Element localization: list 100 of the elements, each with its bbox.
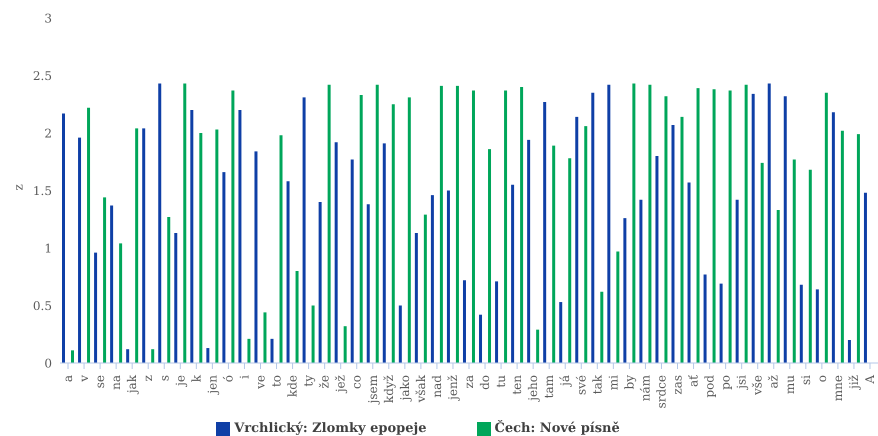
bar (190, 110, 194, 363)
y-tick-label: 2 (44, 126, 52, 140)
bar (744, 84, 748, 363)
bar (864, 192, 867, 363)
bar (430, 195, 434, 363)
x-tick-label: když (382, 375, 396, 404)
bar (704, 274, 707, 363)
bar (62, 113, 65, 363)
bar (318, 202, 322, 363)
bar (552, 146, 556, 363)
bar (280, 135, 283, 363)
bar (440, 86, 443, 363)
x-tick-label: nám (638, 374, 652, 402)
bar (392, 104, 395, 363)
bar (784, 96, 787, 363)
bar (142, 128, 146, 363)
bar (472, 90, 475, 363)
bar (832, 112, 835, 363)
x-tick-label: ať (686, 374, 701, 387)
y-tick-label: 0.5 (32, 298, 52, 313)
x-tick-label: po (718, 375, 733, 390)
bar (414, 233, 418, 363)
bar (688, 182, 691, 363)
bar (344, 326, 347, 363)
x-tick-label: já (558, 375, 572, 388)
bar (664, 96, 668, 363)
x-tick-label: se (93, 375, 108, 388)
bar (263, 312, 266, 363)
x-tick-label: ty (302, 374, 316, 387)
bar (632, 84, 636, 363)
bar (296, 271, 299, 363)
bar (302, 97, 306, 363)
bar (527, 140, 530, 363)
bar (536, 330, 540, 363)
bar (151, 349, 154, 363)
bar (446, 190, 450, 363)
bar (199, 133, 202, 363)
bar (398, 306, 402, 363)
x-tick-label: své (574, 375, 588, 396)
bar (591, 92, 594, 363)
x-tick-label: to (270, 375, 284, 388)
bar (94, 252, 98, 363)
x-tick-label: pod (702, 374, 717, 398)
bar (760, 162, 764, 363)
bar (231, 90, 234, 363)
y-tick-label: 1.5 (32, 184, 52, 198)
bar (366, 204, 370, 363)
bar (559, 302, 562, 363)
bar (408, 97, 411, 363)
bar (848, 340, 851, 363)
x-tick-label: jen (205, 374, 220, 396)
bar (600, 292, 604, 363)
x-tick-label: by (622, 374, 636, 390)
x-tick-label: zas (670, 375, 685, 395)
x-tick-label: mi (606, 374, 620, 390)
x-tick-label: jenž (446, 375, 460, 402)
legend-label: Vrchlický: Zlomky epopeje (234, 421, 426, 436)
x-tick-label: z (141, 375, 156, 382)
bar (543, 102, 546, 363)
bar (736, 200, 739, 363)
x-tick-label: ten (510, 374, 524, 395)
bar (479, 314, 482, 363)
bar (183, 84, 186, 363)
bar (616, 251, 620, 363)
bar (856, 134, 860, 363)
x-tick-label: je (173, 375, 188, 388)
x-tick-label: tam (542, 374, 556, 398)
x-tick-label: však (414, 374, 428, 404)
bar (462, 280, 466, 363)
bar (270, 338, 274, 363)
bar (350, 159, 354, 363)
bar (376, 84, 379, 363)
x-tick-label: za (462, 375, 476, 388)
x-tick-label: do (478, 375, 492, 390)
x-tick-label: kde (286, 375, 300, 398)
bar (119, 243, 122, 363)
bar (575, 116, 578, 363)
y-tick-label: 3 (44, 11, 52, 26)
bar (648, 84, 652, 363)
x-tick-label: ve (253, 375, 268, 390)
x-tick-label: si (798, 374, 813, 385)
bar (768, 84, 771, 363)
bar (286, 181, 290, 363)
bar (655, 156, 658, 363)
bar (238, 110, 242, 363)
bar (511, 184, 514, 363)
bar (495, 281, 498, 363)
bar (328, 84, 331, 363)
bar (607, 84, 610, 363)
bar (215, 130, 218, 363)
bar (696, 88, 700, 363)
x-tick-label: ó (221, 375, 236, 382)
bar (712, 89, 716, 363)
x-tick-label: tak (590, 374, 604, 394)
legend-label: Čech: Nové písně (494, 421, 620, 436)
x-tick-label: že (318, 375, 332, 388)
bar (808, 170, 812, 363)
x-tick-label: k (189, 374, 204, 382)
x-tick-label: o (814, 375, 829, 382)
bar (752, 94, 755, 363)
